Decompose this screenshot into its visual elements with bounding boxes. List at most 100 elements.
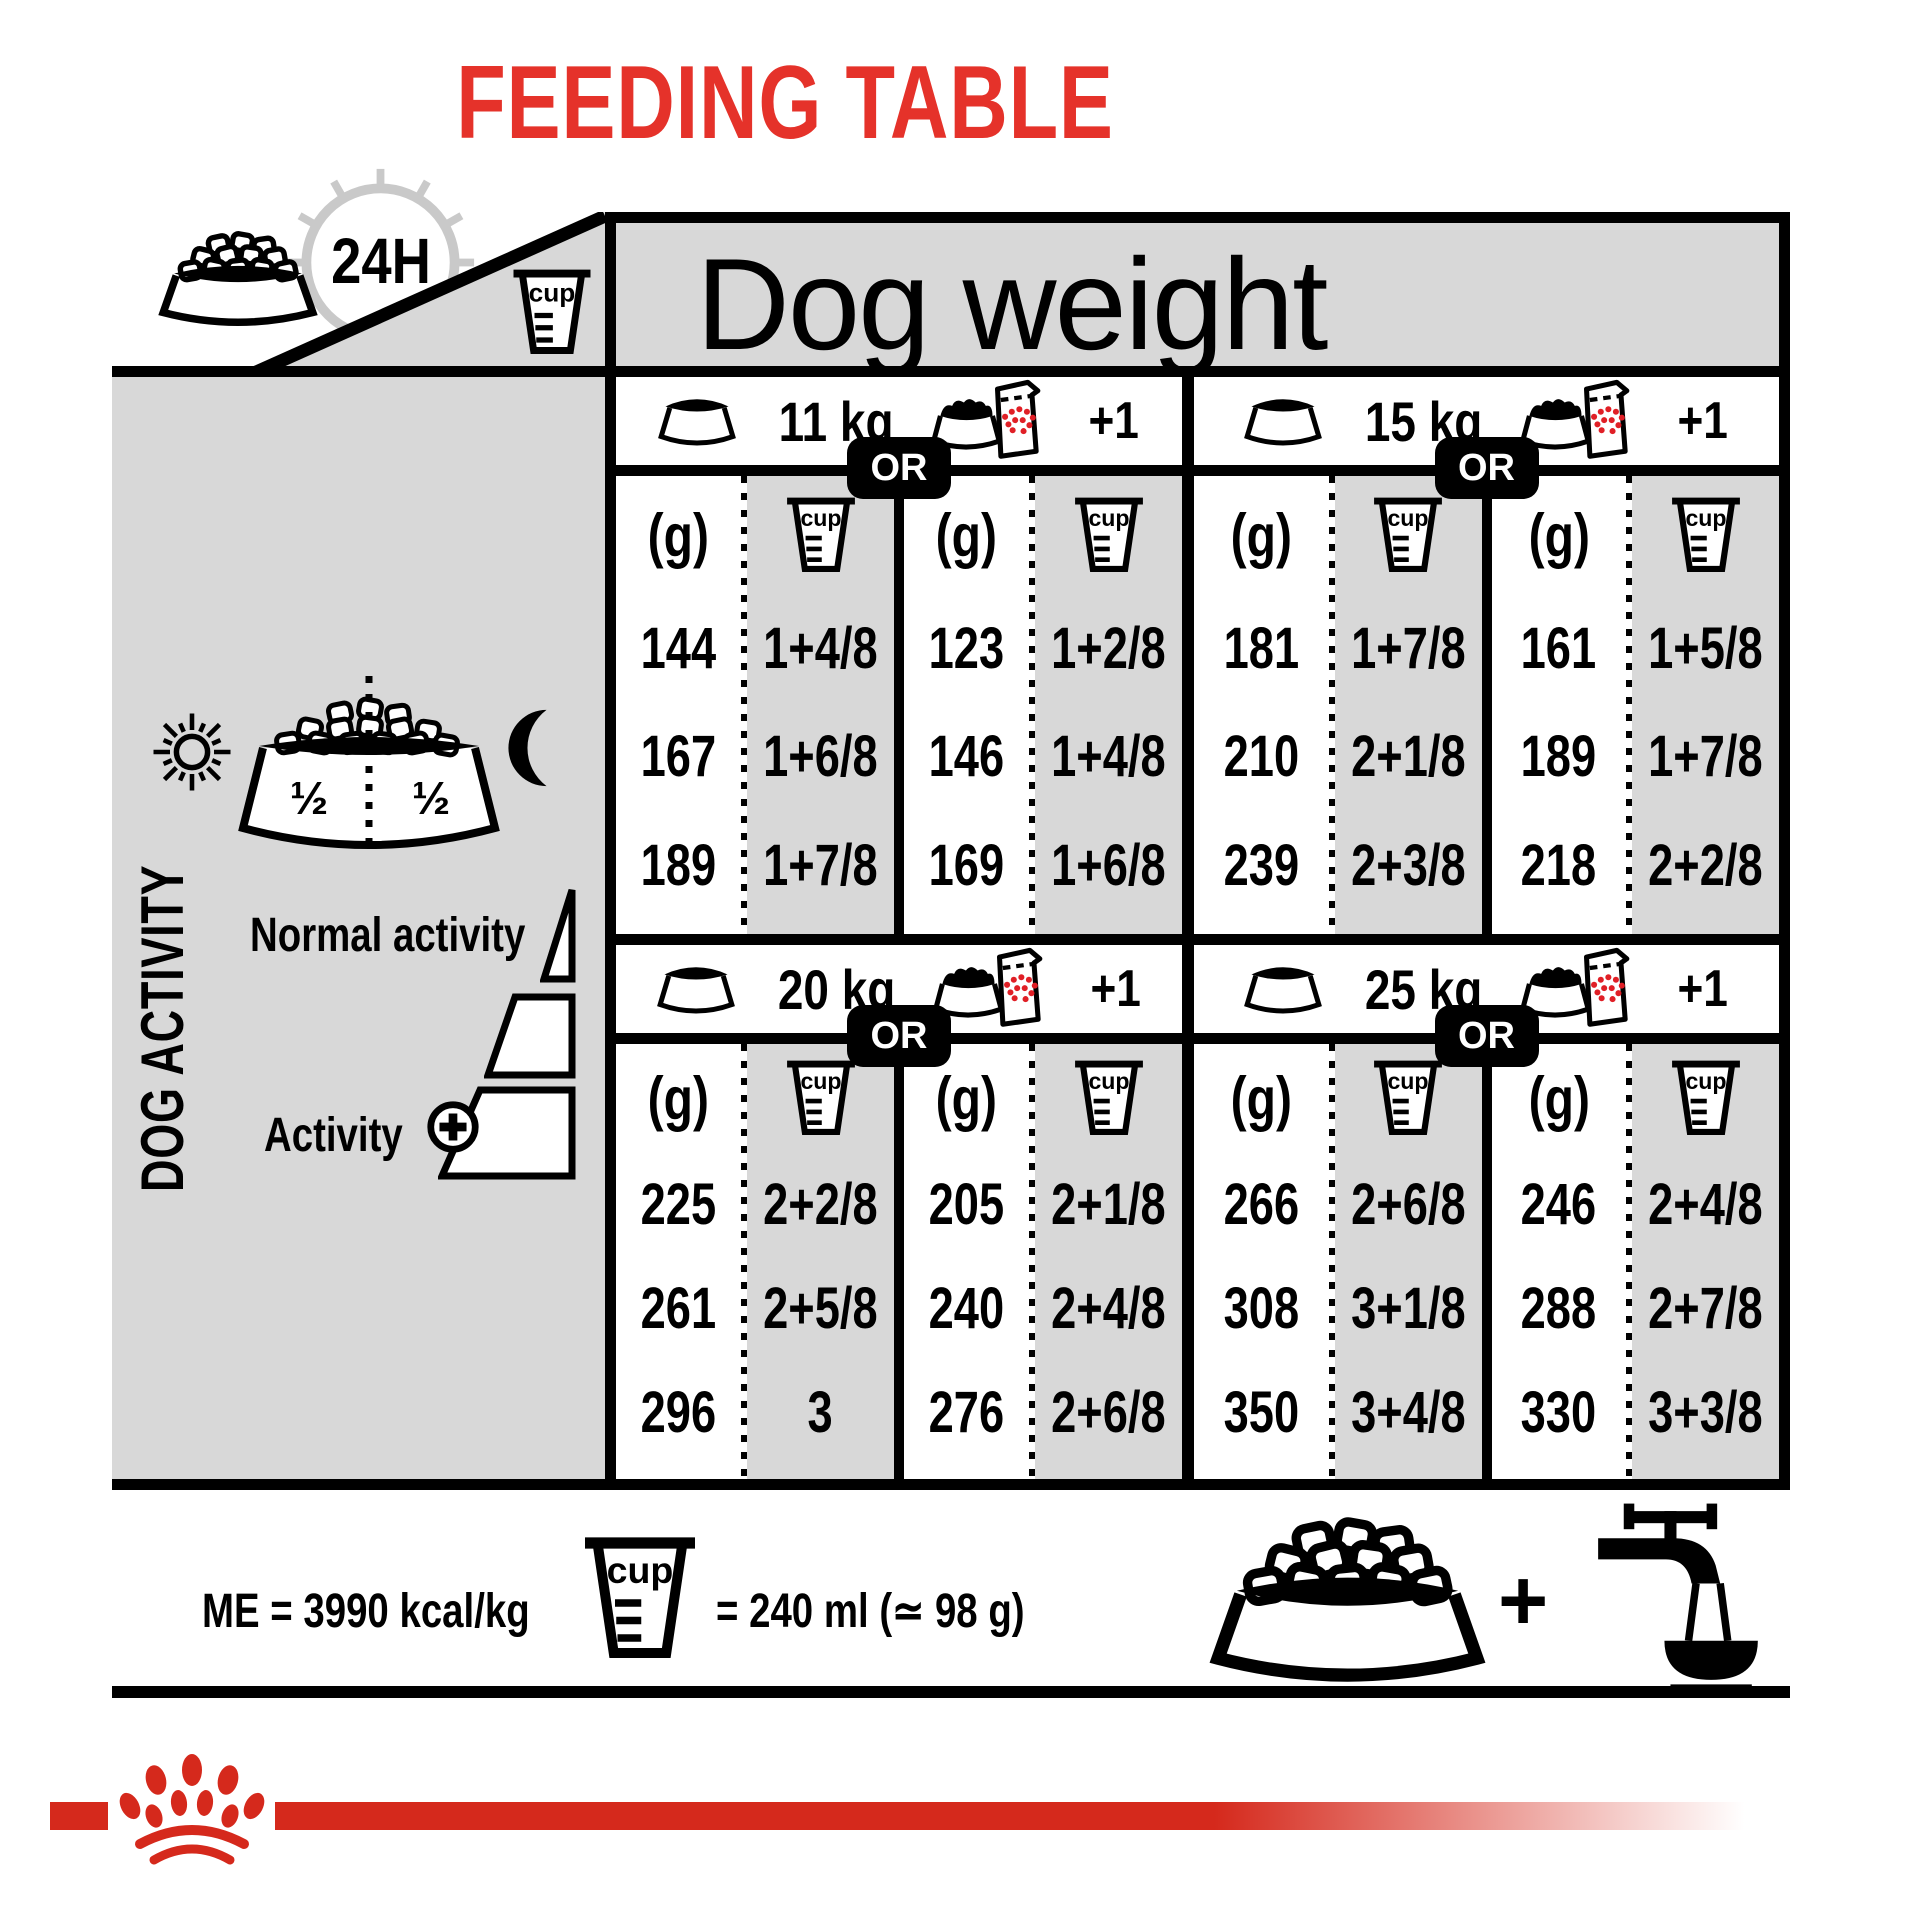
weight-band-20kg: 20 kg +1 OR: [616, 945, 1182, 1067]
cups-value: 2+2/8: [763, 1171, 878, 1237]
plus-one-label: +1: [1677, 960, 1729, 1018]
grams-value: 189: [640, 833, 717, 899]
cups-column: 2+1/8 2+4/8 2+6/8: [1035, 1044, 1182, 1479]
plus-one-label: +1: [1090, 960, 1141, 1018]
dotted-separator: [1328, 1044, 1335, 1479]
quadrant-divider-horizontal: [616, 934, 1779, 945]
cups-value: 2+6/8: [1051, 1380, 1166, 1446]
cups-value: 3: [808, 1380, 834, 1446]
grams-column: (g) 123 146 169: [904, 476, 1030, 934]
cups-value: 2+5/8: [763, 1275, 878, 1341]
dotted-separator: [1626, 476, 1633, 934]
weight-band-15kg: 15 kg +1 OR: [1194, 377, 1779, 499]
cups-column: 2+6/8 3+1/8 3+4/8: [1334, 1044, 1482, 1479]
cups-value: 2+4/8: [1648, 1171, 1763, 1237]
activity-ramp-small-icon: [540, 888, 576, 983]
grams-value: 350: [1223, 1380, 1300, 1446]
cups-value: 1+5/8: [1648, 615, 1763, 681]
half-portion-right: ½: [412, 772, 450, 824]
empty-bowl-icon: [654, 392, 740, 451]
cups-column: 2+4/8 2+7/8 3+3/8: [1632, 1044, 1779, 1479]
grams-value: 308: [1223, 1275, 1300, 1341]
dog-weight-label: Dog weight: [696, 231, 1328, 377]
plus-circle-icon: [424, 1098, 482, 1156]
cup-measure-icon: [1371, 493, 1445, 577]
water-tap-icon: [1568, 1502, 1794, 1692]
dose-table-20kg: (g) 225 261 296 2+2/8 2+5/8 3 (g) 205 24…: [616, 1044, 1182, 1479]
cups-value: 3+1/8: [1350, 1275, 1466, 1341]
dotted-separator: [1626, 1044, 1633, 1479]
or-badge: OR: [1434, 1005, 1539, 1067]
kibble-bowl-icon-large: [1200, 1512, 1495, 1692]
cups-value: 2+7/8: [1648, 1275, 1763, 1341]
grams-header: (g): [1528, 501, 1590, 569]
grams-value: 218: [1521, 833, 1597, 899]
dotted-separator: [1029, 1044, 1036, 1479]
header-divider: [112, 366, 1790, 377]
grams-header: (g): [1230, 1064, 1293, 1132]
cups-value: 1+7/8: [763, 833, 878, 899]
table-bottom-border: [112, 1479, 1790, 1490]
cups-column: 1+2/8 1+4/8 1+6/8: [1035, 476, 1182, 934]
cup-equivalence-label: = 240 ml (≃ 98 g): [716, 1585, 1025, 1638]
weight-band-25kg: 25 kg +1 OR: [1194, 945, 1779, 1067]
cups-value: 1+2/8: [1051, 615, 1166, 681]
bowl-with-pouch-icon: [1521, 377, 1647, 465]
solid-separator: [894, 1044, 904, 1479]
brand-bar-right: [275, 1802, 1790, 1830]
cup-measure-icon: [784, 493, 858, 577]
half-half-bowl-icon: ½ ½: [238, 676, 500, 856]
dose-table-11kg: (g) 144 167 189 1+4/8 1+6/8 1+7/8 (g) 12…: [616, 476, 1182, 934]
grams-column: (g) 161 189 218: [1491, 476, 1627, 934]
grams-column: (g) 225 261 296: [616, 1044, 742, 1479]
cup-measure-icon: [1072, 1056, 1146, 1140]
band-divider: [616, 465, 1779, 476]
activity-plus-label: Activity: [264, 1109, 403, 1162]
solid-separator: [894, 476, 904, 934]
dog-weight-header: Dog weight: [605, 212, 1790, 377]
cups-value: 1+6/8: [1051, 833, 1166, 899]
grams-value: 167: [640, 724, 717, 790]
cups-column: 1+7/8 2+1/8 2+3/8: [1334, 476, 1482, 934]
clock-24h-label: 24H: [331, 225, 431, 297]
moon-icon: [508, 708, 566, 788]
cup-measure-icon: [1371, 1056, 1445, 1140]
plus-sign: +: [1498, 1553, 1549, 1649]
plus-one-label: +1: [1677, 392, 1729, 450]
grams-column: (g) 181 210 239: [1194, 476, 1329, 934]
plus-one-label: +1: [1088, 392, 1140, 450]
grams-value: 266: [1223, 1171, 1300, 1237]
grams-header: (g): [935, 501, 998, 569]
grams-value: 181: [1223, 615, 1300, 681]
grams-value: 261: [640, 1275, 717, 1341]
weight-band-11kg: 11 kg +1 OR: [616, 377, 1182, 499]
grams-column: (g) 144 167 189: [616, 476, 742, 934]
grams-column: (g) 205 240 276: [904, 1044, 1030, 1479]
dose-table-25kg: (g) 266 308 350 2+6/8 3+1/8 3+4/8 (g) 24…: [1194, 1044, 1779, 1479]
cup-measure-icon: [784, 1056, 858, 1140]
cups-value: 3+3/8: [1648, 1380, 1763, 1446]
grams-value: 123: [928, 615, 1005, 681]
me-energy-label: ME = 3990 kcal/kg: [202, 1585, 530, 1638]
bowl-with-pouch-icon: [934, 945, 1060, 1033]
cups-value: 1+6/8: [763, 724, 878, 790]
normal-activity-label: Normal activity: [250, 909, 526, 962]
quadrant-divider-vertical: [1182, 377, 1194, 1479]
grams-value: 205: [928, 1171, 1005, 1237]
grams-header: (g): [647, 1064, 710, 1132]
grams-column: (g) 266 308 350: [1194, 1044, 1329, 1479]
cups-value: 1+4/8: [1051, 724, 1166, 790]
grams-value: 276: [928, 1380, 1005, 1446]
dose-table-15kg: (g) 181 210 239 1+7/8 2+1/8 2+3/8 (g) 16…: [1194, 476, 1779, 934]
dog-activity-axis-label: DOG ACTIVITY: [129, 864, 196, 1192]
grams-header: (g): [935, 1064, 998, 1132]
cups-value: 1+7/8: [1648, 724, 1763, 790]
cups-value: 2+4/8: [1051, 1275, 1166, 1341]
dotted-separator: [741, 1044, 748, 1479]
diagonal-header-cell: [242, 212, 605, 377]
dotted-separator: [1328, 476, 1335, 934]
brand-bar-left: [50, 1802, 108, 1830]
dog-activity-sidebar: [112, 377, 605, 1479]
grams-header: (g): [1230, 501, 1293, 569]
